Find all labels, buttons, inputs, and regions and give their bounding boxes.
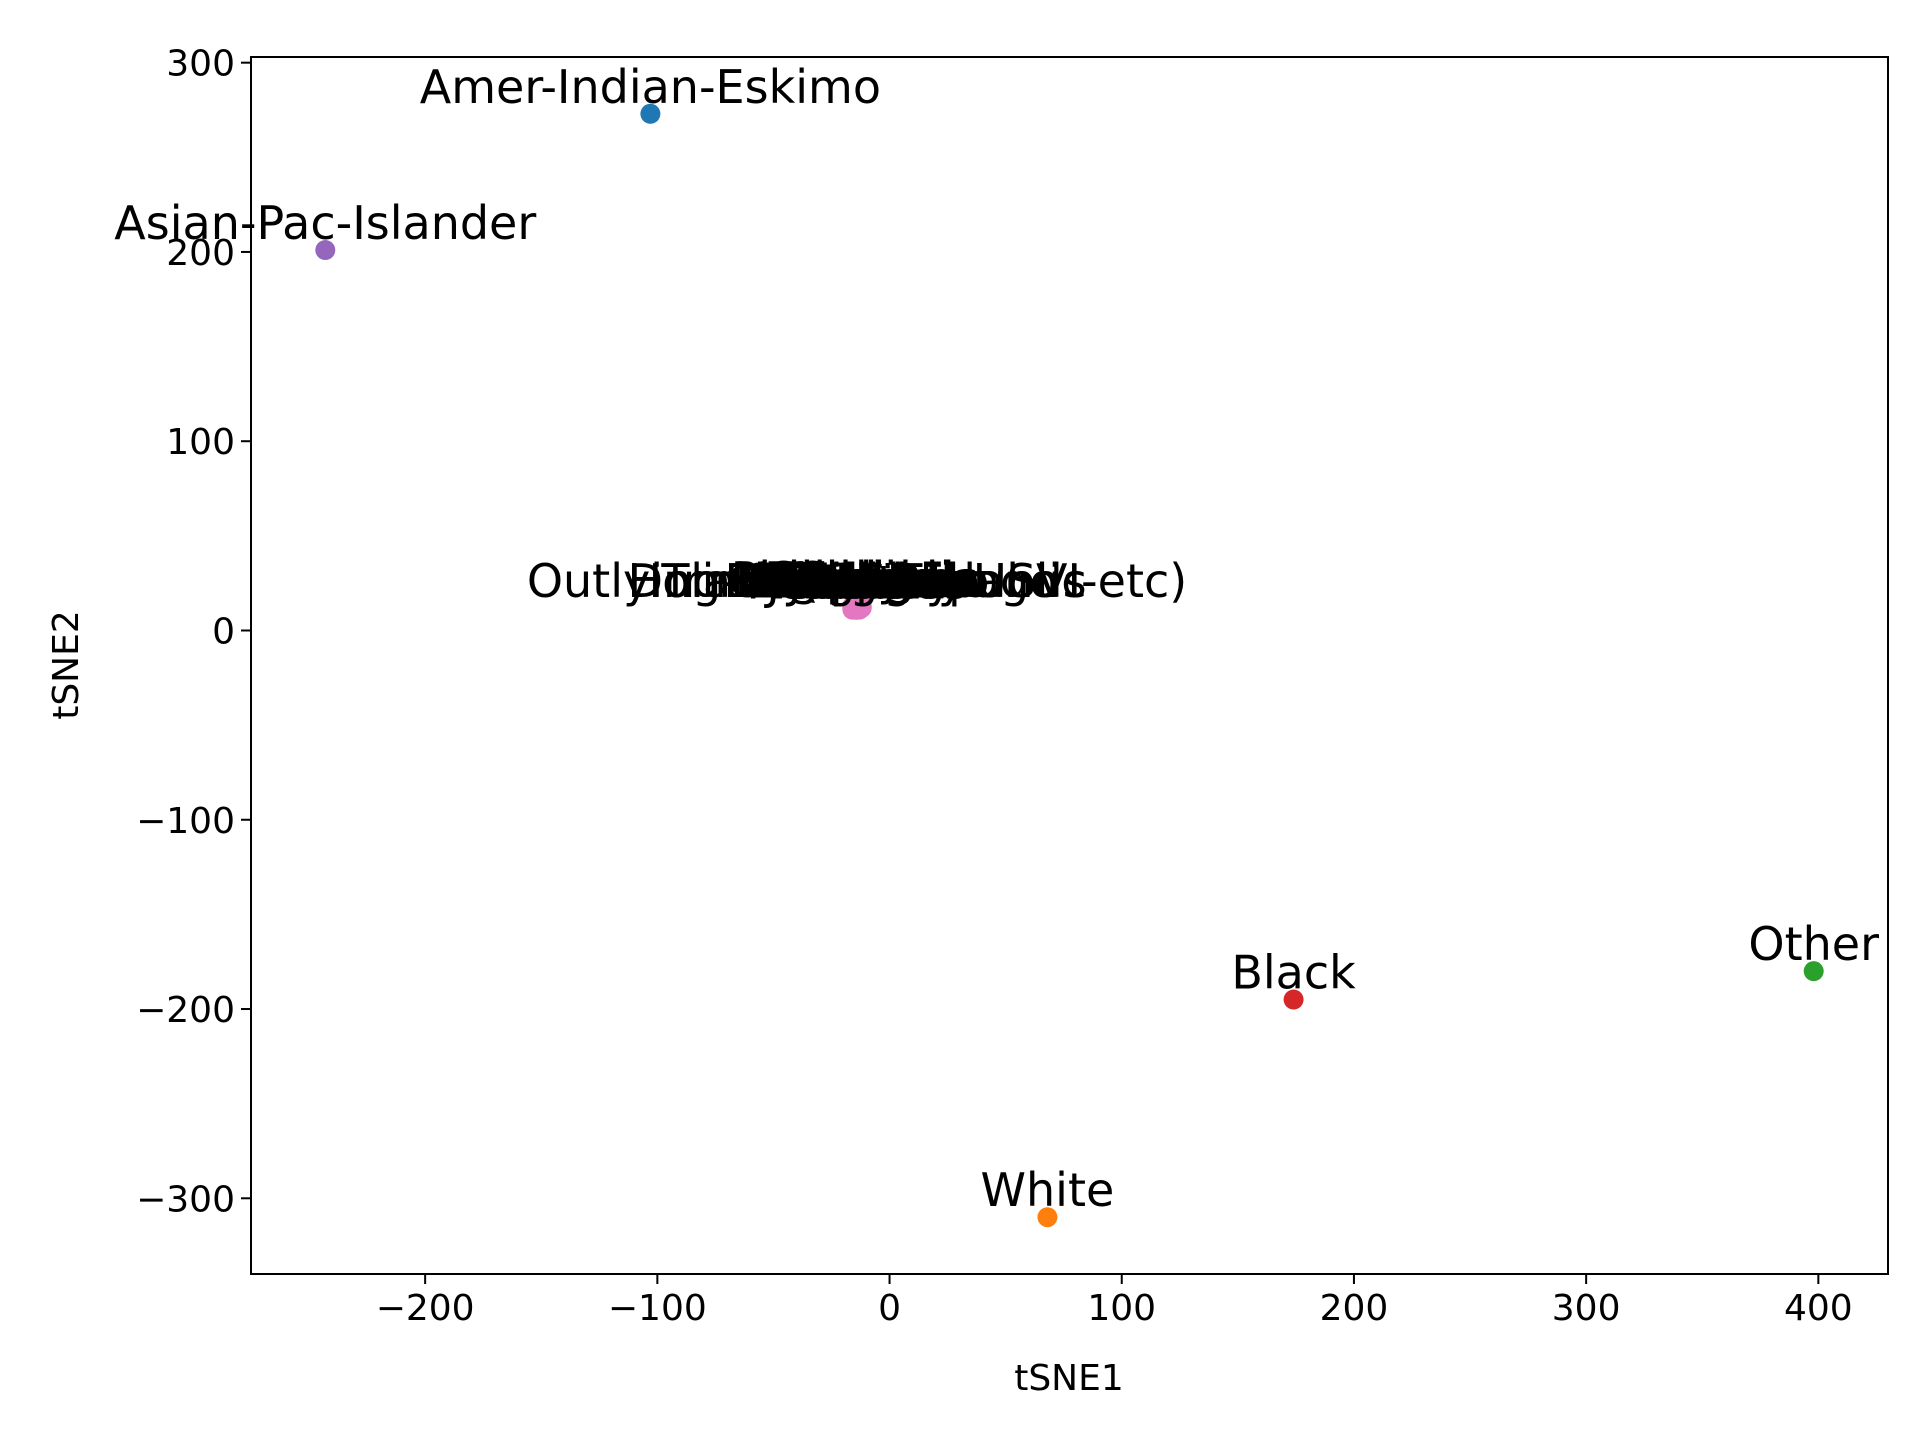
data-point-label: Guatemala — [728, 554, 981, 608]
data-point-label: Jamaica — [764, 556, 948, 610]
x-axis-label: tSNE1 — [1014, 1358, 1124, 1399]
data-point-label: Haiti — [802, 556, 908, 610]
data-point — [847, 597, 868, 618]
y-tick-label: 200 — [166, 233, 235, 274]
data-point — [1037, 1207, 1058, 1228]
data-point-label: South — [786, 556, 920, 610]
x-tick-label: −100 — [608, 1288, 707, 1329]
data-point-label: China — [794, 552, 925, 606]
x-tick-label: −200 — [376, 1288, 475, 1329]
data-point — [315, 240, 336, 261]
plot-frame — [250, 56, 1889, 1275]
data-point-label: Nicaragua — [735, 554, 969, 608]
y-tick-label: 100 — [166, 422, 235, 463]
data-point-label: Amer-Indian-Eskimo — [420, 60, 881, 114]
x-tick-label: 200 — [1320, 1288, 1389, 1329]
data-point-label: Greece — [773, 554, 937, 608]
data-point-label: Peru — [806, 556, 908, 610]
data-point-label: Outlying-US(Guam-USVI-etc) — [527, 554, 1187, 608]
data-point-label: Honduras — [746, 556, 967, 610]
y-axis-label: tSNE2 — [46, 610, 87, 720]
data-point — [640, 103, 661, 124]
data-point-label: Puerto-Rico — [724, 554, 989, 608]
data-marks — [315, 103, 1824, 1228]
x-axis-ticks: −200 −100 0 100 200 300 400 — [376, 1274, 1853, 1329]
point-labels: Amer-Indian-Eskimo Asian-Pac-Islander Whit… — [114, 60, 1879, 1217]
data-point-label: White — [981, 1163, 1115, 1217]
data-point-label: Dominican-Republic — [628, 554, 1087, 608]
data-point-label: Japan — [785, 554, 916, 608]
data-point-label: Germany — [754, 554, 965, 608]
data-point-label: Cuba — [795, 556, 914, 610]
y-axis-ticks: −300 −200 −100 0 100 200 300 — [136, 44, 251, 1220]
data-point-label: Thailand — [757, 554, 956, 608]
data-point-label: Vietnam — [763, 556, 955, 610]
data-point-label: England — [768, 554, 955, 608]
y-tick-label: −300 — [136, 1179, 235, 1220]
data-point-label: Ireland — [782, 554, 941, 608]
data-point-label: Trinadad&Tobago — [660, 554, 1057, 608]
data-point-label: Scotland — [759, 554, 959, 608]
data-point-label: France — [783, 554, 936, 608]
data-point-label: Italy — [805, 552, 905, 606]
x-tick-label: 400 — [1784, 1288, 1853, 1329]
data-point-label: Holand-Netherlands — [628, 554, 1087, 608]
data-point-label: Columbia — [748, 554, 965, 608]
x-tick-label: 100 — [1087, 1288, 1156, 1329]
data-point-label: Other — [1748, 917, 1879, 971]
data-point-label: Iran — [812, 552, 902, 606]
y-tick-label: 300 — [166, 44, 235, 85]
data-point-label: Black — [1231, 946, 1356, 1000]
data-point — [1803, 961, 1824, 982]
x-tick-label: 0 — [878, 1288, 901, 1329]
data-point-label: Mexico — [772, 554, 933, 608]
data-point-label: India — [801, 552, 914, 606]
y-tick-label: 0 — [212, 611, 235, 652]
data-point-label: Taiwan — [780, 554, 937, 608]
data-point-label: Hong — [794, 552, 915, 606]
y-tick-label: −100 — [136, 801, 235, 842]
data-point-label: Laos — [802, 554, 908, 608]
x-tick-label: 300 — [1552, 1288, 1621, 1329]
y-tick-label: −200 — [136, 990, 235, 1031]
data-point-label: Canada — [765, 552, 940, 606]
data-point-label: Ecuador — [763, 554, 951, 608]
data-point-label: Philippines — [731, 552, 979, 606]
data-point-label: Cambodia — [741, 554, 974, 608]
data-point-label: El-Salvador — [725, 554, 985, 608]
data-point-label: Poland — [785, 552, 939, 606]
data-point-label: Asian-Pac-Islander — [114, 196, 536, 250]
data-point-label: Hungary — [757, 554, 953, 608]
data-point — [1283, 989, 1304, 1010]
data-point-label: Portugal — [764, 552, 955, 606]
data-point-label: Yugoslavia — [737, 552, 980, 606]
